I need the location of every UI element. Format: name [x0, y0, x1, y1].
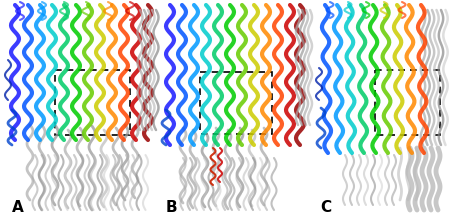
- Bar: [55, 70, 130, 135]
- Text: A: A: [12, 200, 24, 213]
- Text: C: C: [319, 200, 330, 213]
- Text: B: B: [166, 200, 177, 213]
- Bar: [200, 72, 271, 134]
- Bar: [374, 70, 439, 135]
